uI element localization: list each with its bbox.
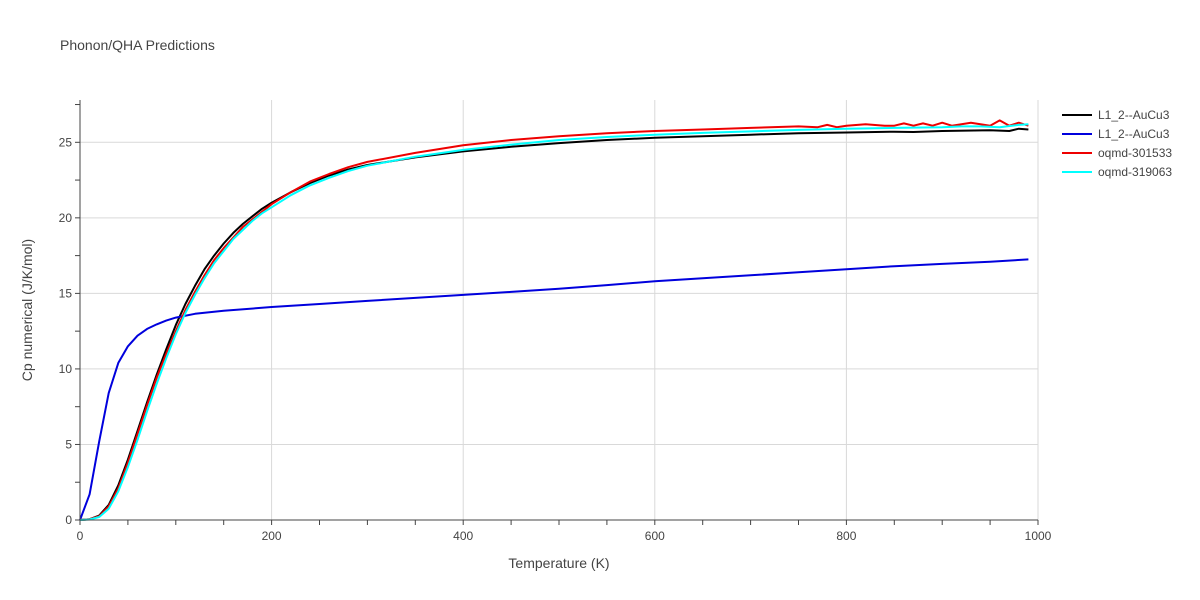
legend[interactable]: L1_2--AuCu3 L1_2--AuCu3 oqmd-301533 oqmd-31… — [1062, 108, 1172, 179]
axes — [75, 100, 1039, 525]
legend-item-1[interactable]: L1_2--AuCu3 — [1062, 108, 1170, 122]
x-tick-label: 200 — [262, 529, 282, 543]
y-tick-label: 10 — [59, 362, 73, 376]
legend-label: oqmd-301533 — [1098, 146, 1172, 160]
x-axis-title: Temperature (K) — [508, 555, 609, 571]
series-line-2 — [79, 258, 1029, 521]
chart-title: Phonon/QHA Predictions — [60, 37, 215, 53]
tick-labels: 0 200 400 600 800 1000 0 5 10 15 20 25 — [59, 135, 1052, 543]
y-tick-label: 15 — [59, 286, 73, 300]
legend-item-3[interactable]: oqmd-301533 — [1062, 146, 1172, 160]
x-tick-label: 1000 — [1025, 529, 1052, 543]
x-tick-label: 800 — [836, 529, 856, 543]
x-tick-label: 400 — [453, 529, 473, 543]
y-tick-label: 0 — [65, 513, 72, 527]
x-tick-label: 600 — [645, 529, 665, 543]
series-group — [79, 119, 1029, 521]
legend-item-4[interactable]: oqmd-319063 — [1062, 165, 1172, 179]
grid-lines — [80, 100, 1039, 520]
legend-label: oqmd-319063 — [1098, 165, 1172, 179]
legend-item-2[interactable]: L1_2--AuCu3 — [1062, 127, 1170, 141]
y-tick-label: 5 — [65, 437, 72, 451]
legend-label: L1_2--AuCu3 — [1098, 108, 1170, 122]
x-tick-label: 0 — [77, 529, 84, 543]
plot-area: 0 200 400 600 800 1000 0 5 10 15 20 25 — [59, 100, 1052, 543]
series-line-3 — [79, 119, 1029, 521]
y-tick-label: 20 — [59, 211, 73, 225]
series-line-4 — [79, 123, 1029, 521]
y-tick-label: 25 — [59, 135, 73, 149]
y-axis-title: Cp numerical (J/K/mol) — [19, 239, 35, 381]
legend-label: L1_2--AuCu3 — [1098, 127, 1170, 141]
